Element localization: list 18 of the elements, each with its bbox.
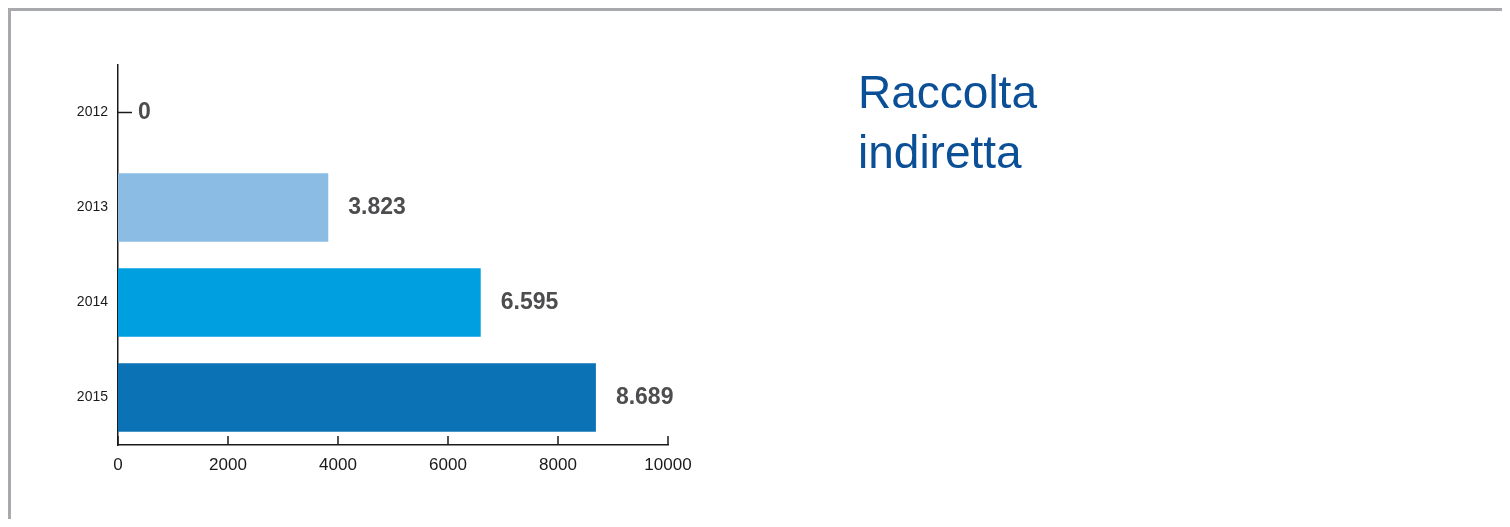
y-tick-label: 2014 [76, 293, 109, 310]
x-tick-label: 6000 [429, 454, 467, 474]
x-tick-label: 4000 [319, 454, 357, 474]
y-tick-label: 2015 [76, 388, 109, 405]
data-label: 6.595 [500, 287, 559, 314]
x-tick-label: 10000 [644, 454, 692, 474]
bar [118, 268, 481, 337]
x-tick-label: 0 [113, 454, 123, 474]
y-tick-label: 2012 [76, 103, 109, 120]
x-tick-label: 8000 [539, 454, 577, 474]
x-tick-label: 2000 [209, 454, 247, 474]
bar [118, 363, 596, 432]
y-tick-label: 2013 [76, 198, 109, 215]
data-label: 0 [138, 97, 151, 124]
bar [118, 173, 329, 242]
data-label: 3.823 [348, 192, 406, 219]
text: Raccolta indiretta [858, 65, 1038, 180]
data-label: 8.689 [615, 382, 674, 409]
